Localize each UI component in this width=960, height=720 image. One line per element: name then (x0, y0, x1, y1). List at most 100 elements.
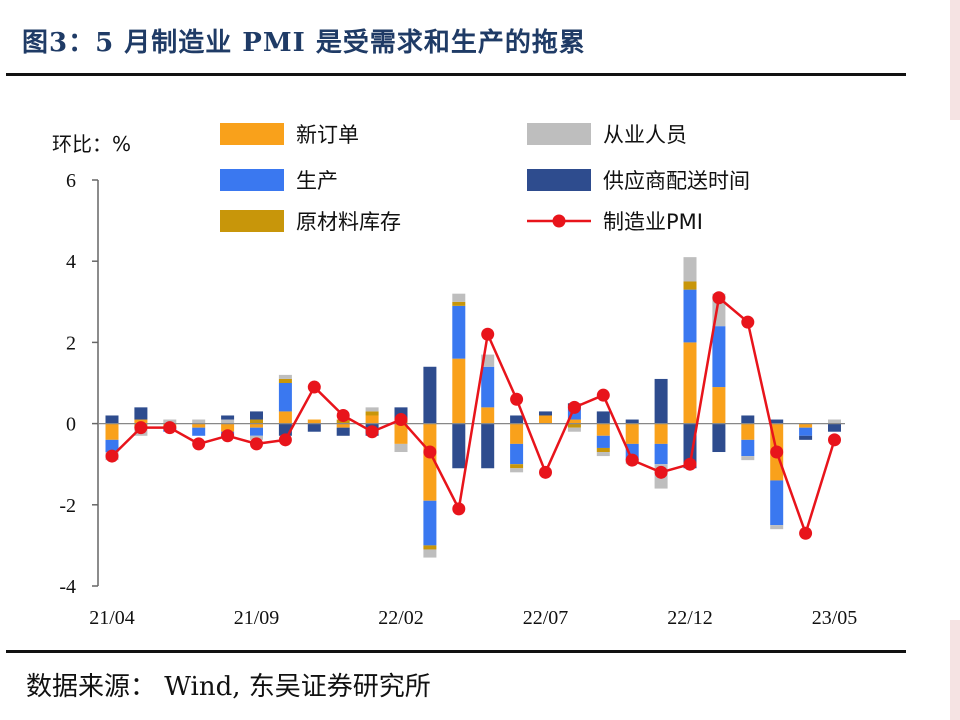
bar-segment (278, 374, 292, 379)
pmi-point (192, 437, 206, 451)
bar-segment (423, 423, 437, 501)
bar-segment (423, 366, 437, 424)
edge-decoration (950, 620, 960, 720)
legend-swatch (220, 210, 284, 232)
y-tick-label: 6 (66, 170, 76, 192)
bar-segment (596, 423, 610, 436)
bar-segment (741, 439, 755, 457)
bar-segment (192, 423, 206, 428)
bar-segment (192, 427, 206, 436)
legend-swatch (527, 169, 591, 191)
pmi-point (741, 315, 755, 329)
y-tick-label: 0 (66, 414, 76, 436)
legend-swatch (527, 123, 591, 145)
bar-segment (250, 419, 263, 424)
bar-segment (105, 439, 119, 453)
bar-segment (423, 500, 437, 546)
pmi-point (510, 392, 524, 406)
edge-decoration (950, 0, 960, 120)
bar-segment (683, 281, 697, 290)
bar-segment (221, 415, 235, 420)
bar-segment (307, 423, 321, 432)
pmi-point (452, 502, 466, 516)
bar-segment (278, 411, 292, 424)
bar-segment (134, 407, 148, 420)
bar-segment (452, 423, 466, 469)
legend-label: 生产 (296, 169, 338, 193)
bar-segment (654, 443, 668, 465)
bar-segment (799, 435, 813, 440)
y-axis-unit-label: 环比：% (52, 132, 131, 156)
legend-swatch (220, 169, 284, 191)
bar-segment (105, 415, 119, 424)
bar-segment (625, 419, 639, 424)
figure-title: 图3：5 月制造业 PMI 是受需求和生产的拖累 (22, 28, 586, 58)
bar-segment (539, 411, 552, 416)
title-rule (6, 73, 906, 76)
source-rule (6, 650, 906, 653)
pmi-point (828, 433, 841, 447)
bar-segment (510, 415, 524, 424)
axes-layer: -4 -2 0 2 4 6 21/04 21/09 22/02 22/07 22/12 23/05 (59, 170, 857, 629)
legend-swatch (220, 123, 284, 145)
bar-segment (336, 427, 350, 436)
bar-segment (452, 301, 466, 306)
bar-segment (221, 419, 235, 424)
bar-segment (770, 525, 784, 530)
bar-segment (654, 423, 668, 444)
source-note: 数据来源： Wind, 东吴证券研究所 (26, 672, 431, 702)
pmi-point (683, 457, 697, 471)
bar-segment (567, 427, 581, 432)
legend-label: 制造业PMI (603, 210, 703, 234)
bar-segment (336, 423, 350, 428)
pmi-point (336, 408, 350, 422)
bar-segment (365, 407, 379, 412)
pmi-point (365, 425, 379, 439)
bar-segment (770, 419, 784, 424)
x-tick-label: 21/04 (89, 607, 135, 629)
pmi-point (134, 421, 148, 435)
bar-segment (596, 411, 610, 424)
bar-segment (192, 419, 206, 424)
pmi-point (394, 413, 408, 427)
bar-segment (625, 423, 639, 444)
pmi-line (111, 296, 836, 535)
bar-segment (394, 443, 408, 453)
bar-segment (510, 443, 524, 465)
x-tick-label: 23/05 (812, 607, 858, 629)
bar-segment (683, 342, 697, 424)
pmi-point (625, 453, 639, 467)
y-tick-label: -4 (59, 576, 76, 598)
bar-layer (105, 257, 841, 558)
bar-segment (828, 423, 841, 432)
bar-segment (278, 383, 292, 412)
bar-segment (250, 427, 263, 436)
bar-segment (799, 423, 813, 428)
bar-segment (423, 545, 437, 550)
x-tick-label: 21/09 (234, 607, 280, 629)
legend-label: 从业人员 (603, 123, 687, 147)
bar-segment (683, 257, 697, 282)
bar-segment (799, 427, 813, 436)
bar-segment (510, 464, 524, 469)
legend-label: 新订单 (296, 123, 359, 147)
pmi-point (278, 433, 292, 447)
x-tick-label: 22/02 (378, 607, 424, 629)
pmi-point (712, 291, 726, 305)
bar-segment (712, 326, 726, 388)
bar-segment (221, 423, 235, 432)
bar-segment (828, 419, 841, 424)
pmi-point (481, 327, 495, 341)
bar-segment (365, 415, 379, 424)
bar-segment (394, 423, 408, 444)
y-tick-label: -2 (59, 495, 76, 517)
bar-segment (741, 456, 755, 461)
bar-segment (596, 435, 610, 448)
pmi-line-layer (105, 291, 841, 540)
pmi-point (423, 445, 437, 459)
pmi-point (596, 388, 610, 402)
bar-segment (712, 387, 726, 424)
bar-segment (654, 378, 668, 424)
pmi-point (654, 465, 668, 479)
